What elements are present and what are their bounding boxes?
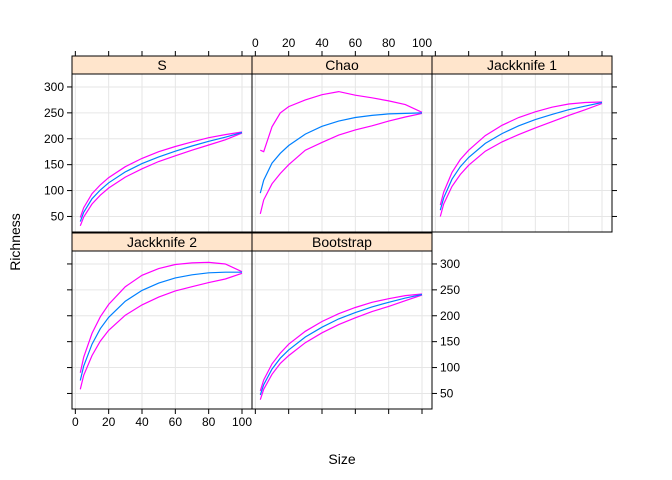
panel-border bbox=[431, 73, 613, 233]
x-tick-label-bottom: 80 bbox=[202, 415, 216, 429]
y-tick-label-left: 300 bbox=[44, 80, 64, 94]
upper-band-line bbox=[439, 101, 603, 206]
strip-label: Bootstrap bbox=[312, 234, 372, 250]
axes-layer: 0 20 40 60 80 100 0 20 40 60 80 100 50 100 150 200 250 30… bbox=[44, 36, 617, 429]
x-tick-label-top: 20 bbox=[282, 36, 296, 50]
panel-border bbox=[251, 250, 433, 410]
y-tick-label-left: 200 bbox=[44, 132, 64, 146]
strip-label: Chao bbox=[325, 57, 359, 73]
lower-band-line bbox=[259, 294, 423, 400]
x-tick-label-top: 0 bbox=[252, 36, 259, 50]
lower-band-line bbox=[439, 102, 603, 217]
x-tick-label-bottom: 60 bbox=[169, 415, 183, 429]
panel-jackknife-1: Jackknife 1 bbox=[431, 55, 613, 233]
x-tick-label-top: 80 bbox=[382, 36, 396, 50]
panel-chao: Chao bbox=[251, 55, 433, 233]
panel-border bbox=[71, 73, 253, 233]
lower-band-line bbox=[259, 112, 423, 215]
mean-line bbox=[259, 293, 423, 396]
x-tick-label-top: 60 bbox=[349, 36, 363, 50]
y-tick-label-left: 250 bbox=[44, 106, 64, 120]
x-tick-label-bottom: 40 bbox=[135, 415, 149, 429]
panel-border bbox=[251, 73, 433, 233]
y-tick-label-left: 150 bbox=[44, 158, 64, 172]
x-tick-label-top: 40 bbox=[315, 36, 329, 50]
mean-line bbox=[439, 101, 603, 211]
x-axis-title: Size bbox=[328, 451, 355, 467]
y-tick-label-right: 300 bbox=[440, 257, 460, 271]
y-tick-label-right: 50 bbox=[440, 386, 454, 400]
y-axis-title: Richness bbox=[7, 213, 23, 271]
y-tick-label-right: 150 bbox=[440, 335, 460, 349]
y-tick-label-left: 50 bbox=[51, 209, 65, 223]
panel-s: S bbox=[71, 55, 253, 233]
lower-band-line bbox=[79, 272, 243, 390]
y-tick-label-right: 100 bbox=[440, 361, 460, 375]
upper-band-line bbox=[79, 261, 243, 373]
lower-band-line bbox=[79, 132, 243, 227]
x-tick-label-bottom: 0 bbox=[72, 415, 79, 429]
y-tick-label-right: 200 bbox=[440, 309, 460, 323]
strip-label: S bbox=[157, 57, 166, 73]
panels-layer: S Chao Jackknife 1 Jackknife 2 Bootstrap bbox=[71, 55, 613, 410]
upper-band-line bbox=[260, 90, 423, 153]
strip-label: Jackknife 2 bbox=[127, 234, 197, 250]
upper-band-line bbox=[259, 293, 423, 392]
panel-jackknife-2: Jackknife 2 bbox=[71, 232, 253, 410]
x-tick-label-top: 100 bbox=[412, 36, 432, 50]
mean-line bbox=[79, 131, 243, 222]
strip-label: Jackknife 1 bbox=[487, 57, 557, 73]
y-tick-label-right: 250 bbox=[440, 283, 460, 297]
mean-line bbox=[79, 271, 242, 381]
y-tick-label-left: 100 bbox=[44, 184, 64, 198]
x-tick-label-bottom: 20 bbox=[102, 415, 116, 429]
mean-line bbox=[259, 112, 423, 194]
upper-band-line bbox=[79, 131, 243, 218]
x-tick-label-bottom: 100 bbox=[232, 415, 252, 429]
panel-bootstrap: Bootstrap bbox=[251, 232, 433, 410]
